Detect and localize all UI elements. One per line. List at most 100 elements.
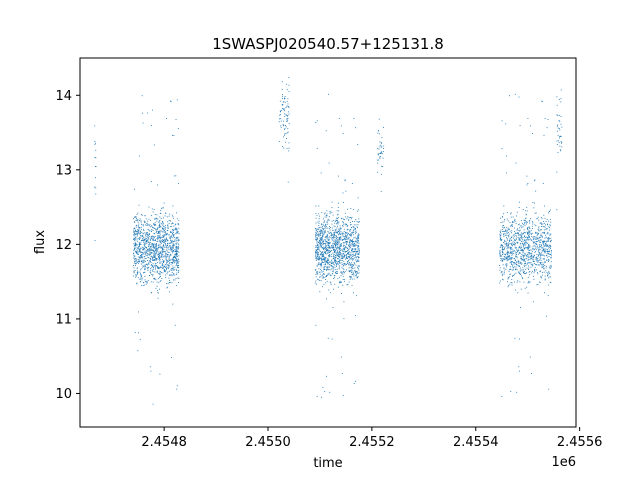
data-point xyxy=(518,370,520,372)
data-point xyxy=(173,231,174,233)
data-point xyxy=(278,140,280,142)
data-point xyxy=(285,83,287,85)
data-point xyxy=(534,267,536,269)
data-point xyxy=(513,253,515,255)
data-point xyxy=(542,258,544,260)
data-point xyxy=(557,127,559,129)
data-point xyxy=(541,101,543,103)
data-point xyxy=(142,284,144,286)
data-point xyxy=(154,259,155,261)
data-point xyxy=(141,253,143,255)
data-point xyxy=(149,236,151,237)
data-point xyxy=(323,262,325,263)
data-point xyxy=(355,127,357,129)
data-point xyxy=(335,243,337,245)
data-point xyxy=(525,263,526,265)
data-point xyxy=(510,249,512,250)
data-point xyxy=(333,249,335,251)
data-point xyxy=(340,275,342,277)
data-point xyxy=(338,210,340,212)
data-point xyxy=(548,226,550,228)
data-point xyxy=(532,263,534,265)
data-point xyxy=(511,223,513,225)
data-point xyxy=(525,242,527,244)
data-point xyxy=(316,246,318,248)
data-point xyxy=(327,252,329,254)
data-point xyxy=(280,120,282,122)
data-point xyxy=(499,252,501,253)
data-point xyxy=(510,269,512,270)
data-point xyxy=(174,237,176,239)
data-point xyxy=(322,258,324,260)
data-point xyxy=(172,235,174,237)
data-point xyxy=(528,243,530,245)
data-point xyxy=(342,394,344,396)
data-point xyxy=(177,223,179,225)
data-point xyxy=(166,239,168,241)
data-point xyxy=(527,227,529,229)
data-point xyxy=(344,251,346,253)
data-point xyxy=(327,246,329,248)
data-point xyxy=(518,271,519,273)
data-point xyxy=(529,246,531,248)
data-point xyxy=(348,256,350,258)
data-point xyxy=(172,205,174,207)
data-point xyxy=(321,275,323,277)
data-point xyxy=(144,242,146,244)
data-point xyxy=(543,268,545,270)
data-point xyxy=(350,233,351,235)
data-point xyxy=(141,257,143,259)
data-point xyxy=(144,279,146,281)
data-point xyxy=(348,253,350,255)
data-point xyxy=(331,227,333,229)
data-point xyxy=(513,263,515,265)
data-point xyxy=(142,261,144,263)
data-point xyxy=(133,272,135,274)
data-point xyxy=(509,273,511,275)
data-point xyxy=(140,241,142,243)
data-point xyxy=(356,239,358,241)
data-point xyxy=(155,232,157,234)
data-point xyxy=(338,248,340,250)
data-point xyxy=(163,241,165,243)
data-point xyxy=(501,275,503,277)
data-point xyxy=(143,253,145,255)
data-point xyxy=(520,239,521,241)
data-point xyxy=(157,240,159,242)
data-point xyxy=(283,101,285,103)
data-point xyxy=(287,115,289,116)
data-point xyxy=(338,253,340,255)
data-point xyxy=(162,250,164,252)
data-point xyxy=(170,274,172,276)
data-point xyxy=(352,231,354,233)
data-point xyxy=(340,281,342,283)
data-point xyxy=(527,292,529,294)
data-point xyxy=(134,247,136,249)
data-point xyxy=(176,250,178,251)
data-point xyxy=(351,248,353,249)
data-point xyxy=(133,243,135,245)
data-point xyxy=(510,246,512,248)
data-point xyxy=(506,245,508,247)
data-point xyxy=(339,233,341,235)
data-point xyxy=(331,239,333,241)
data-point xyxy=(518,250,520,251)
data-point xyxy=(155,279,157,281)
data-point xyxy=(137,220,139,222)
data-point xyxy=(176,385,178,387)
data-point xyxy=(325,282,327,284)
data-point xyxy=(324,259,326,261)
data-point xyxy=(287,111,289,113)
data-point xyxy=(140,268,142,270)
data-point xyxy=(520,307,522,308)
data-point xyxy=(161,266,163,268)
data-point xyxy=(544,252,546,254)
data-point xyxy=(547,232,549,233)
data-point xyxy=(529,281,531,283)
data-point xyxy=(150,252,152,254)
data-point xyxy=(341,253,343,255)
data-point xyxy=(356,253,358,255)
data-point xyxy=(350,217,352,218)
data-point xyxy=(174,249,176,251)
data-point xyxy=(315,238,317,240)
